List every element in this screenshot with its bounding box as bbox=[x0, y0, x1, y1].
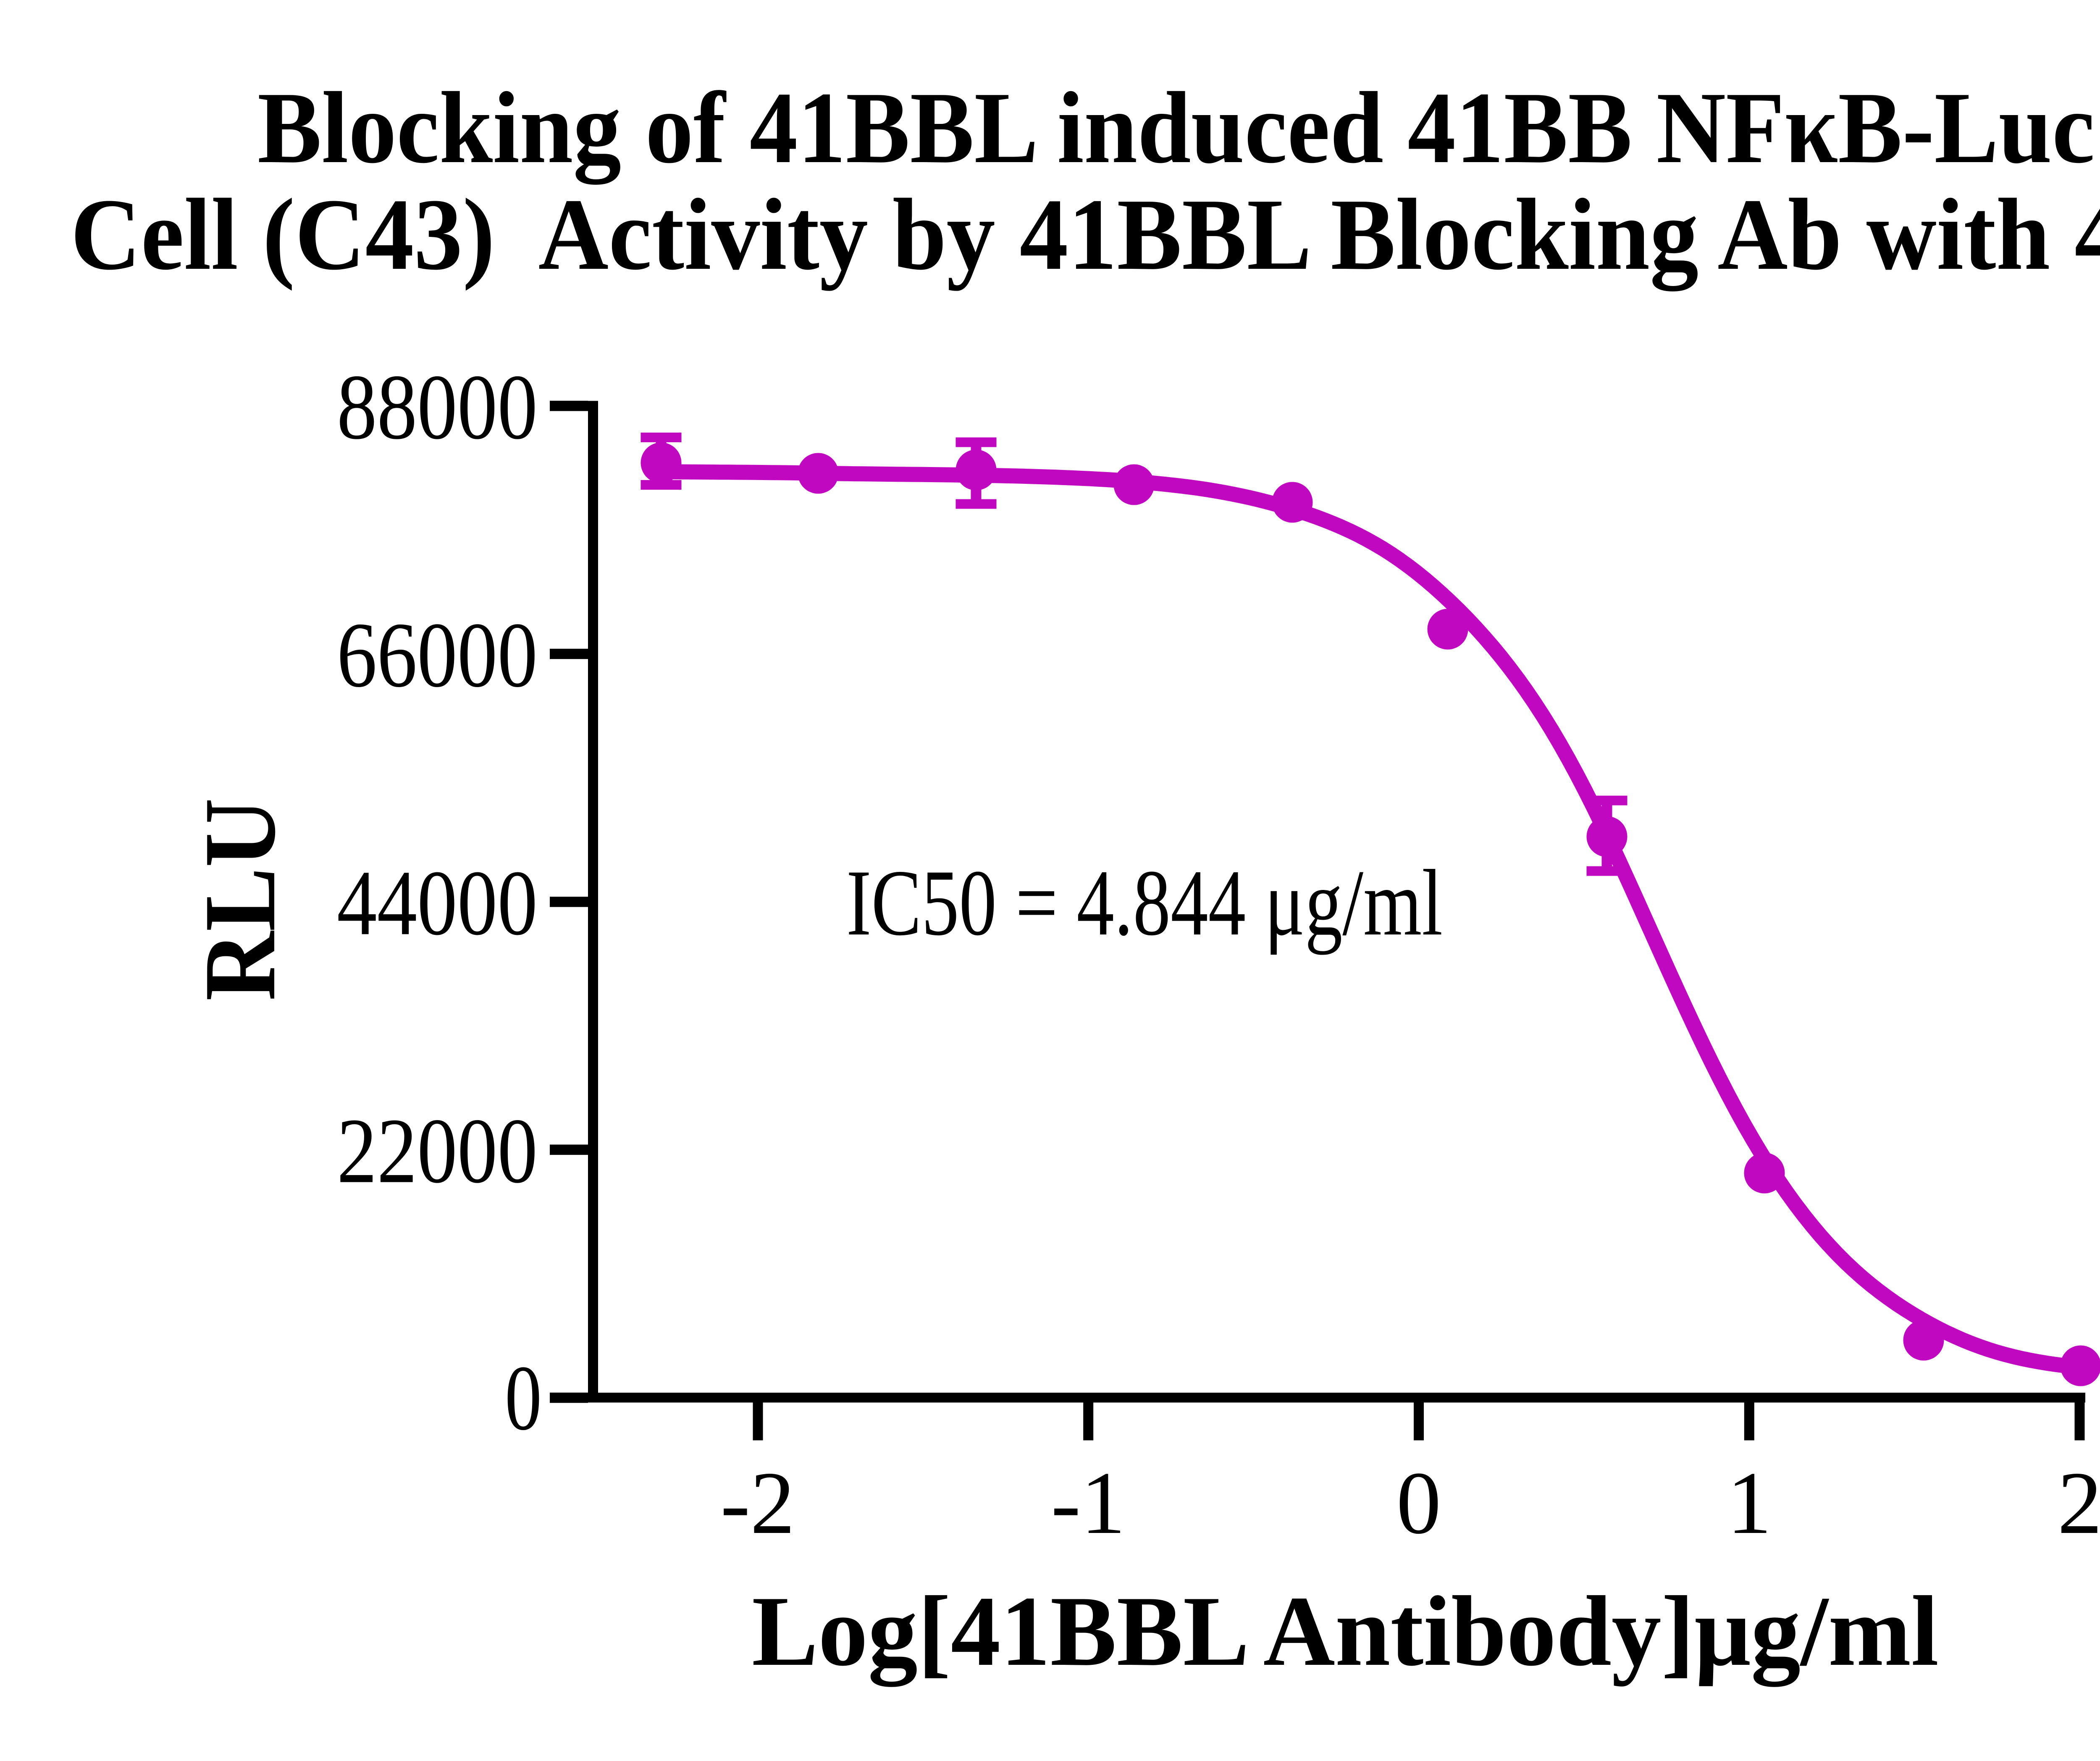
svg-text:IC50 = 4.844 μg/ml: IC50 = 4.844 μg/ml bbox=[846, 850, 1443, 955]
svg-text:RLU: RLU bbox=[183, 798, 297, 1001]
svg-text:88000: 88000 bbox=[337, 356, 538, 459]
svg-text:1: 1 bbox=[1727, 1454, 1772, 1553]
svg-text:66000: 66000 bbox=[337, 604, 538, 707]
svg-text:Log[41BBL Antibody]μg/ml: Log[41BBL Antibody]μg/ml bbox=[752, 1575, 1939, 1687]
svg-text:Cell (C43) Activity by 41BBL: Cell (C43) Activity by 41BBL Blocking Ab… bbox=[71, 178, 2100, 291]
svg-text:-2: -2 bbox=[720, 1454, 795, 1553]
svg-text:-1: -1 bbox=[1051, 1454, 1125, 1553]
svg-text:2: 2 bbox=[2058, 1454, 2100, 1553]
svg-text:22000: 22000 bbox=[337, 1100, 538, 1203]
svg-text:Blocking of 41BBL induced 41BB: Blocking of 41BBL induced 41BB NFκB-Luc … bbox=[257, 71, 2100, 185]
svg-text:0: 0 bbox=[1396, 1454, 1441, 1553]
svg-text:0: 0 bbox=[505, 1346, 542, 1450]
svg-text:44000: 44000 bbox=[337, 851, 538, 955]
